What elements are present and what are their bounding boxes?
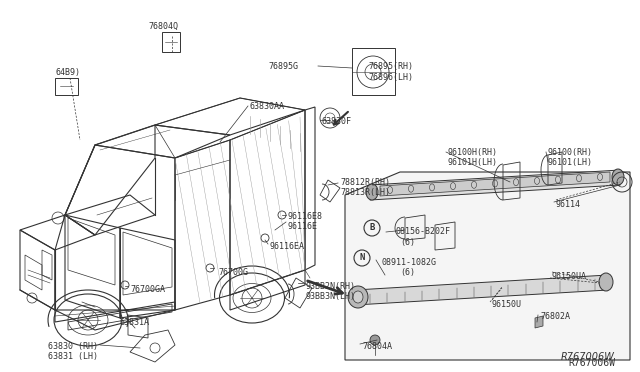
Text: N: N	[359, 253, 365, 263]
Text: 96101(LH): 96101(LH)	[548, 158, 593, 167]
Text: 96114: 96114	[556, 200, 581, 209]
Text: 96150U: 96150U	[492, 300, 522, 309]
Text: 64B9): 64B9)	[55, 68, 80, 77]
Text: 93BB2N(RH): 93BB2N(RH)	[305, 282, 355, 291]
Text: 96116E8: 96116E8	[288, 212, 323, 221]
Text: 76700G: 76700G	[218, 268, 248, 277]
Polygon shape	[345, 172, 630, 360]
Text: 93BB3N(LH): 93BB3N(LH)	[305, 292, 355, 301]
Text: 76895(RH): 76895(RH)	[368, 62, 413, 71]
Text: 96116E: 96116E	[288, 222, 318, 231]
Text: 76804Q: 76804Q	[148, 22, 178, 31]
Ellipse shape	[348, 286, 368, 308]
Text: 78812R(RH): 78812R(RH)	[340, 178, 390, 187]
Text: R767006W: R767006W	[568, 358, 615, 368]
Circle shape	[370, 335, 380, 345]
Text: 78813R(LH): 78813R(LH)	[340, 188, 390, 197]
Text: 76804A: 76804A	[362, 342, 392, 351]
Text: (6): (6)	[400, 268, 415, 277]
Text: B: B	[369, 224, 374, 232]
Text: 76700GA: 76700GA	[130, 285, 165, 294]
Text: R767006W: R767006W	[561, 352, 615, 362]
Text: 63831 (LH): 63831 (LH)	[48, 352, 98, 361]
Text: 08911-1082G: 08911-1082G	[382, 258, 437, 267]
Text: 63831A: 63831A	[120, 318, 150, 327]
Text: 63830F: 63830F	[322, 117, 352, 126]
Text: 96116EA: 96116EA	[270, 242, 305, 251]
Ellipse shape	[366, 184, 378, 200]
Ellipse shape	[599, 273, 613, 291]
Polygon shape	[370, 170, 620, 200]
Text: (6): (6)	[400, 238, 415, 247]
Text: 76896(LH): 76896(LH)	[368, 73, 413, 82]
Text: 96100H(RH): 96100H(RH)	[448, 148, 498, 157]
Polygon shape	[380, 172, 610, 196]
Text: 96101H(LH): 96101H(LH)	[448, 158, 498, 167]
Polygon shape	[535, 316, 543, 328]
Text: 63830AA: 63830AA	[250, 102, 285, 111]
Ellipse shape	[353, 291, 363, 303]
Text: 63830 (RH): 63830 (RH)	[48, 342, 98, 351]
Text: 76802A: 76802A	[540, 312, 570, 321]
Text: 76895G: 76895G	[268, 62, 298, 71]
Text: 08156-B202F: 08156-B202F	[395, 227, 450, 236]
Ellipse shape	[612, 169, 624, 185]
Text: 96150UA: 96150UA	[552, 272, 587, 281]
Text: 96100(RH): 96100(RH)	[548, 148, 593, 157]
Polygon shape	[355, 275, 608, 305]
